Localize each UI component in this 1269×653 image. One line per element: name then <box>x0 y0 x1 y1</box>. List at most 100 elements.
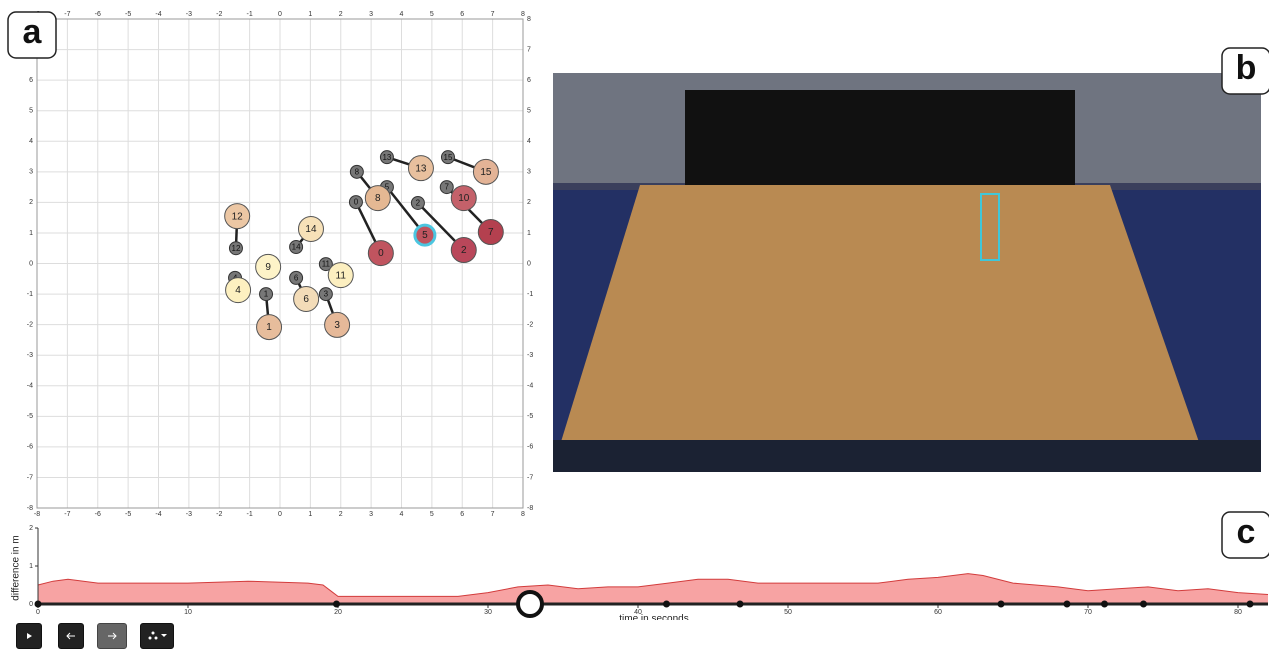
y-tick-label: 0 <box>527 260 531 267</box>
play-icon <box>27 633 32 639</box>
previous-label: 7 <box>445 183 450 192</box>
keyframe[interactable] <box>1140 600 1147 608</box>
x-tick-label: -7 <box>64 511 70 518</box>
y-tick-label: -6 <box>27 444 33 451</box>
x-tick-label: -1 <box>247 11 253 18</box>
y-tick-label: -8 <box>27 505 33 512</box>
time-handle[interactable] <box>516 590 544 618</box>
y-tick-label: -5 <box>527 413 533 420</box>
y-tick-label: -1 <box>527 291 533 298</box>
next-button[interactable] <box>97 623 127 649</box>
dancer-label: 15 <box>480 167 492 178</box>
x-tick-label: 7 <box>491 511 495 518</box>
dancer-label: 9 <box>265 262 271 273</box>
dancer <box>477 219 504 246</box>
y-tick-label: 3 <box>527 169 531 176</box>
x-tick-label: 5 <box>430 511 434 518</box>
x-tick-label: 0 <box>36 609 40 616</box>
dancer-label: 7 <box>488 227 494 238</box>
previous-position <box>379 150 394 165</box>
keyframe[interactable] <box>1101 600 1108 608</box>
dancer <box>256 314 283 341</box>
formation-dropdown[interactable] <box>140 623 174 649</box>
previous-position <box>440 150 455 165</box>
keyframe[interactable] <box>333 600 340 608</box>
x-tick-label: 0 <box>278 511 282 518</box>
y-tick-label: 2 <box>29 525 33 532</box>
y-axis-label: difference in m <box>11 535 22 600</box>
x-tick-label: 6 <box>460 11 464 18</box>
dancer <box>364 185 391 212</box>
y-tick-label: -3 <box>527 352 533 359</box>
y-tick-label: 3 <box>29 169 33 176</box>
keyframe[interactable] <box>736 600 744 608</box>
dancer <box>413 223 437 247</box>
keyframe[interactable] <box>663 600 670 608</box>
y-tick-label: -2 <box>27 321 33 328</box>
previous-position <box>318 257 333 272</box>
y-tick-label: -7 <box>527 474 533 481</box>
left-icon <box>66 632 75 640</box>
x-tick-label: 1 <box>308 11 312 18</box>
y-tick-label: 5 <box>29 108 33 115</box>
x-tick-label: 2 <box>339 511 343 518</box>
x-tick-label: 8 <box>521 511 525 518</box>
previous-label: 2 <box>416 199 421 208</box>
keyframe[interactable] <box>997 600 1005 608</box>
x-tick-label: -4 <box>155 511 161 518</box>
x-tick-label: 0 <box>278 11 282 18</box>
y-tick-label: -6 <box>527 444 533 451</box>
y-tick-label: 8 <box>527 16 531 23</box>
x-axis-label: time in seconds <box>619 614 688 620</box>
previous-position <box>318 287 333 302</box>
x-tick-label: 6 <box>460 511 464 518</box>
dancer <box>327 262 354 289</box>
difference-line <box>37 573 1269 597</box>
dancer-label: 12 <box>232 211 244 222</box>
dancer-label: 13 <box>415 163 427 174</box>
x-tick-label: 3 <box>369 511 373 518</box>
x-tick-label: 4 <box>400 11 404 18</box>
previous-label: 12 <box>232 244 241 253</box>
previous-button[interactable] <box>58 623 84 649</box>
previous-label: 8 <box>355 167 360 176</box>
dancer <box>293 285 320 312</box>
dancer-label: 11 <box>336 270 347 281</box>
x-tick-label: 80 <box>1234 609 1242 616</box>
panel-label-box <box>1221 47 1269 95</box>
dancer <box>450 237 477 264</box>
play-button[interactable] <box>16 623 42 649</box>
x-tick-label: -6 <box>95 11 101 18</box>
previous-label: 15 <box>444 153 453 162</box>
x-tick-label: 40 <box>634 609 642 616</box>
panel-label-box <box>1221 511 1269 559</box>
previous-position <box>259 287 274 302</box>
keyframe[interactable] <box>1063 600 1071 608</box>
keyframe[interactable] <box>1246 600 1254 608</box>
keyframe[interactable] <box>34 600 42 608</box>
previous-label: 5 <box>385 183 390 192</box>
y-tick-label: 6 <box>29 77 33 84</box>
dancer <box>225 277 252 304</box>
previous-label: 1 <box>264 290 269 299</box>
dancer-label: 4 <box>235 285 241 296</box>
y-tick-label: 6 <box>527 77 531 84</box>
y-tick-label: -3 <box>27 352 33 359</box>
panel-label: c <box>1237 513 1256 551</box>
y-tick-label: 7 <box>527 46 531 53</box>
x-tick-label: 30 <box>484 609 492 616</box>
previous-label: 11 <box>322 260 331 269</box>
y-tick-label: -4 <box>527 383 533 390</box>
previous-label: 14 <box>292 243 301 252</box>
x-tick-label: -3 <box>186 11 192 18</box>
x-tick-label: -2 <box>216 11 222 18</box>
x-tick-label: 7 <box>491 11 495 18</box>
x-tick-label: -1 <box>247 511 253 518</box>
y-tick-label: -4 <box>27 383 33 390</box>
x-tick-label: -5 <box>125 511 131 518</box>
x-tick-label: -7 <box>64 11 70 18</box>
y-tick-label: 0 <box>29 601 33 608</box>
x-tick-label: 8 <box>521 11 525 18</box>
x-tick-label: -5 <box>125 11 131 18</box>
dancer <box>324 311 351 338</box>
